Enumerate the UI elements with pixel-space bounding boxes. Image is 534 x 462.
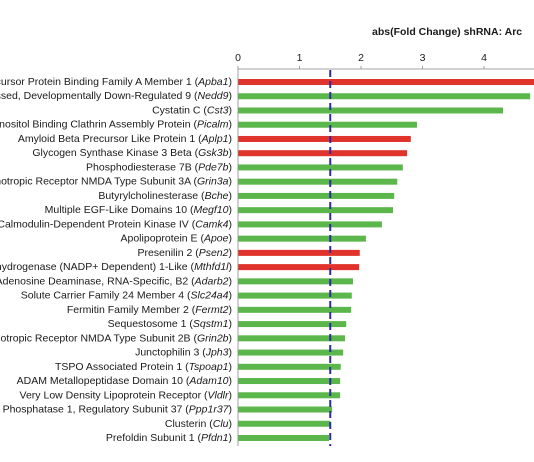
bar <box>238 249 360 256</box>
y-tick-label: Presenilin 2 (Psen2) <box>137 247 232 259</box>
y-tick-label: Junctophilin 3 (Jph3) <box>135 346 232 358</box>
y-tick-label: onotropic Receptor NMDA Type Subunit 3A … <box>0 175 232 187</box>
y-tick-label: linositol Binding Clathrin Assembly Prot… <box>0 119 232 131</box>
plot-area <box>238 79 534 441</box>
bar <box>238 150 408 157</box>
y-tick-label: essed, Developmentally Down-Regulated 9 … <box>0 90 232 102</box>
y-tick-label: Sequestosome 1 (Sqstm1) <box>108 318 232 330</box>
y-tick-label: recursor Protein Binding Family A Member… <box>0 76 232 88</box>
bar <box>238 79 534 85</box>
y-tick-label: Apolipoprotein E (Apoe) <box>121 232 233 244</box>
bar <box>238 121 417 128</box>
y-tick-label: Butyrylcholinesterase (Bche) <box>98 190 232 202</box>
bar <box>238 264 360 271</box>
bar <box>238 292 352 299</box>
x-tick-label: 2 <box>358 52 364 64</box>
x-tick-label: 0 <box>235 52 241 64</box>
bar <box>238 378 341 385</box>
bar <box>238 221 382 228</box>
y-tick-label: Glycogen Synthase Kinase 3 Beta (Gsk3b) <box>32 147 232 159</box>
y-tick-label: Very Low Density Lipoprotein Receptor (V… <box>20 389 232 401</box>
x-tick-label: 4 <box>481 52 487 64</box>
bar <box>238 306 352 313</box>
y-tick-label: ADAM Metallopeptidase Domain 10 (Adam10) <box>17 375 232 387</box>
y-tick-label: n/Calmodulin-Dependent Protein Kinase IV… <box>0 218 232 230</box>
bar <box>238 135 411 142</box>
bar <box>238 363 341 370</box>
y-tick-label: Fermitin Family Member 2 (Fermt2) <box>67 304 232 316</box>
y-tick-label: Adenosine Deaminase, RNA-Specific, B2 (A… <box>0 275 232 287</box>
bar <box>238 107 504 114</box>
y-tick-label: Prefoldin Subunit 1 (Pfdn1) <box>106 432 232 444</box>
bar <box>238 392 341 399</box>
bar <box>238 420 331 427</box>
y-tick-label: Clusterin (Clu) <box>165 418 232 430</box>
y-tick-label: TSPO Associated Protein 1 (Tspoap1) <box>55 361 232 373</box>
bar <box>238 207 393 214</box>
bar <box>238 278 354 285</box>
bar <box>238 164 403 171</box>
x-tick-label: 1 <box>297 52 303 64</box>
y-tick-label: onotropic Receptor NMDA Type Subunit 2B … <box>0 332 232 344</box>
y-tick-label: Cystatin C (Cst3) <box>152 104 232 116</box>
bar <box>238 435 330 441</box>
y-tick-label: Amyloid Beta Precursor Like Protein 1 (A… <box>18 133 232 145</box>
y-tick-label: Solute Carrier Family 24 Member 4 (Slc24… <box>21 289 232 301</box>
bar <box>238 321 347 328</box>
y-tick-label: in Phosphatase 1, Regulatory Subunit 37 … <box>0 403 232 415</box>
y-tick-label: Multiple EGF-Like Domains 10 (Megf10) <box>45 204 232 216</box>
bar <box>238 335 346 342</box>
bar <box>238 178 398 185</box>
chart-title: abs(Fold Change) shRNA: Arc <box>372 26 522 38</box>
bar <box>238 349 344 356</box>
bar <box>238 93 531 100</box>
y-tick-label: Phosphodiesterase 7B (Pde7b) <box>86 161 232 173</box>
bar <box>238 235 366 242</box>
x-tick-label: 3 <box>420 52 426 64</box>
bar <box>238 192 395 199</box>
y-tick-label: ehydrogenase (NADP+ Dependent) 1-Like (M… <box>0 261 232 273</box>
bar <box>238 406 333 413</box>
